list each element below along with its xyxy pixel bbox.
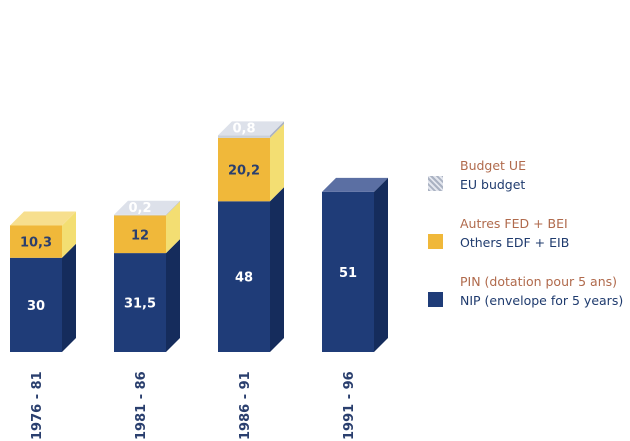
bar-stack: 31,5 12 0,2	[114, 200, 180, 352]
nip-bar-side	[270, 187, 284, 352]
nip-swatch-icon	[428, 292, 443, 307]
legend-edf-label-en: Others EDF + EIB	[460, 235, 570, 250]
bar-stack: 48 20,2 0,8	[218, 121, 284, 352]
edf-bar-side	[62, 211, 76, 258]
edf-bar-side	[166, 201, 180, 254]
eu-bar-side	[166, 200, 180, 216]
eu-budget-swatch-icon	[428, 176, 443, 191]
nip-bar-segment	[218, 201, 270, 352]
legend-item-nip: PIN (dotation pour 5 ans) NIP (envelope …	[428, 272, 628, 310]
bar-stack: 51	[322, 177, 388, 352]
eu-bar-top	[218, 121, 284, 136]
eu-bar-top	[114, 200, 180, 215]
x-category-label: 1986 - 91	[238, 371, 253, 440]
legend-edf-label-fr: Autres FED + BEI	[460, 216, 568, 231]
edf-data-label: 12	[131, 228, 149, 243]
nip-bar-top	[322, 177, 388, 192]
x-category-label: 1981 - 86	[134, 371, 149, 440]
nip-data-label: 48	[235, 271, 253, 286]
nip-bar-side	[166, 239, 180, 352]
stacked-bar-chart: 30 10,3 1976 - 81 31,5 12 0,2 1981 - 86 48 20,2 0…	[10, 121, 388, 440]
edf-bar-segment	[10, 225, 62, 258]
nip-data-label: 30	[27, 299, 45, 314]
legend-item-edf-eib: Autres FED + BEI Others EDF + EIB	[428, 214, 628, 252]
bar-stack: 30 10,3	[10, 211, 76, 352]
edf-eib-swatch-icon	[428, 234, 443, 249]
edf-data-label: 20,2	[228, 164, 260, 179]
edf-data-label: 10,3	[20, 236, 52, 251]
legend-eu-label-fr: Budget UE	[460, 158, 526, 173]
nip-bar-side	[374, 177, 388, 352]
eu-bar-segment	[114, 214, 166, 216]
edf-bar-segment	[114, 215, 166, 254]
eu-bar-side	[270, 121, 284, 138]
legend-nip-label-fr: PIN (dotation pour 5 ans)	[460, 274, 618, 289]
legend-item-eu-budget: Budget UE EU budget	[428, 156, 628, 194]
nip-data-label: 51	[339, 266, 357, 281]
legend-eu-label-en: EU budget	[460, 177, 526, 192]
eu-data-label: 0,8	[232, 121, 255, 136]
nip-bar-segment	[10, 257, 62, 352]
eu-data-label: 0,2	[128, 201, 151, 216]
legend: Budget UE EU budget Autres FED + BEI Oth…	[428, 156, 628, 330]
x-category-label: 1976 - 81	[30, 371, 45, 440]
x-category-label: 1991 - 96	[342, 371, 357, 440]
edf-bar-top	[10, 211, 76, 226]
edf-bar-segment	[218, 137, 270, 202]
eu-bar-segment	[218, 135, 270, 138]
nip-data-label: 31,5	[124, 297, 156, 312]
edf-bar-side	[270, 123, 284, 202]
legend-nip-label-en: NIP (envelope for 5 years)	[460, 293, 624, 308]
nip-bar-segment	[114, 253, 166, 352]
nip-bar-side	[62, 243, 76, 352]
nip-bar-segment	[322, 191, 374, 352]
